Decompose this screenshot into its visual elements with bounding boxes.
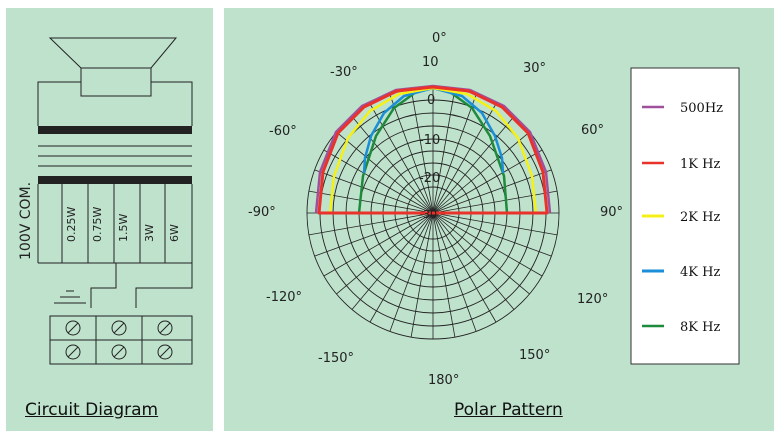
circuit-diagram-panel: 100V COM. 0.25W 0.75W 1.5W 3W 6W Circuit…: [6, 8, 213, 431]
legend-label-2khz: 2K Hz: [680, 210, 720, 225]
screw-icon: [157, 320, 173, 336]
grid-spoke: [432, 212, 552, 257]
angle-label-minus60: -60°: [269, 124, 297, 139]
polar-curve-1khz: [317, 85, 549, 215]
angle-label-180: 180°: [428, 373, 459, 388]
grid-spoke: [432, 88, 456, 214]
angle-label-150: 150°: [519, 348, 550, 363]
polar-curves: [314, 84, 552, 215]
legend-label-8khz: 8K Hz: [680, 320, 720, 335]
tap-label-1.5w: 1.5W: [117, 214, 130, 242]
tap-label-6w: 6W: [168, 224, 181, 242]
angle-label-minus90: -90°: [248, 205, 276, 220]
angle-label-minus120: -120°: [266, 290, 302, 305]
terminal-block: [49, 315, 193, 365]
grid-spoke: [432, 212, 558, 236]
tap-label-0.75w: 0.75W: [91, 207, 104, 242]
grid-spoke: [369, 103, 434, 214]
grid-spoke: [369, 212, 434, 323]
angle-label-90: 90°: [600, 205, 623, 220]
legend-label-500hz: 500Hz: [680, 101, 723, 116]
grid-spoke: [410, 88, 434, 214]
grid-spoke: [432, 94, 477, 214]
ring-label-minus10: -10: [419, 133, 440, 148]
screw-icon: [65, 320, 81, 336]
grid-spoke: [432, 131, 530, 214]
legend-item-500hz: 500Hz: [642, 101, 723, 116]
screw-icon: [111, 344, 127, 360]
grid-spoke: [308, 212, 434, 236]
grid-spoke: [410, 212, 434, 338]
polar-labels: 0° 30° 60° 90° 120° 150° 180° -150° -120…: [248, 31, 623, 388]
ring-label-0: 0: [427, 93, 435, 108]
grid-spoke: [432, 212, 456, 338]
angle-label-0: 0°: [432, 31, 447, 46]
grid-spoke: [336, 212, 434, 295]
angle-label-120: 120°: [577, 292, 608, 307]
tap-label-0.25w: 0.25W: [65, 207, 78, 242]
legend-label-4khz: 4K Hz: [680, 265, 720, 280]
grid-spoke: [323, 212, 434, 277]
ring-label-10: 10: [422, 55, 439, 70]
legend-item-8khz: 8K Hz: [642, 320, 720, 335]
screw-icon: [65, 344, 81, 360]
ring-label-minus30: -30: [419, 208, 437, 221]
grid-spoke: [308, 190, 434, 214]
angle-label-60: 60°: [581, 123, 604, 138]
angle-label-minus150: -150°: [318, 351, 354, 366]
grid-spoke: [336, 131, 434, 214]
grid-spoke: [432, 212, 515, 310]
legend: 500Hz 1K Hz 2K Hz 4K Hz 8K Hz: [630, 67, 740, 365]
screw-icon: [111, 320, 127, 336]
grid-spoke: [432, 212, 543, 277]
transformer-symbol: [38, 126, 192, 184]
grid-spoke: [314, 212, 434, 257]
speaker-symbol: [37, 37, 193, 126]
tap-lines: [37, 184, 193, 308]
line-voltage-label: 100V COM.: [18, 182, 34, 260]
grid-spoke: [432, 103, 497, 214]
polar-pattern-panel: 0° 30° 60° 90° 120° 150° 180° -150° -120…: [224, 8, 774, 431]
angle-label-30: 30°: [523, 61, 546, 76]
grid-spoke: [432, 212, 530, 295]
angle-label-minus30: -30°: [330, 65, 358, 80]
polar-pattern-chart: 0° 30° 60° 90° 120° 150° 180° -150° -120…: [248, 31, 740, 388]
grid-spoke: [323, 149, 434, 214]
legend-item-2khz: 2K Hz: [642, 210, 720, 225]
grid-spoke: [432, 116, 515, 214]
screw-icon: [157, 344, 173, 360]
grid-spoke: [389, 212, 434, 332]
polar-pattern-caption: Polar Pattern: [454, 400, 563, 420]
grid-spoke: [389, 94, 434, 214]
circuit-diagram-caption: Circuit Diagram: [25, 400, 159, 420]
grid-spoke: [432, 212, 497, 323]
grid-spoke: [432, 212, 477, 332]
legend-item-4khz: 4K Hz: [642, 265, 720, 280]
grid-spoke: [351, 212, 434, 310]
tap-label-3w: 3W: [143, 224, 156, 242]
legend-label-1khz: 1K Hz: [680, 157, 720, 172]
grid-spoke: [432, 149, 543, 214]
grid-spoke: [432, 190, 558, 214]
legend-item-1khz: 1K Hz: [642, 157, 720, 172]
circuit-diagram: 100V COM. 0.25W 0.75W 1.5W 3W 6W: [18, 37, 193, 365]
ring-label-minus20: -20: [419, 171, 440, 186]
grid-spoke: [351, 116, 434, 214]
